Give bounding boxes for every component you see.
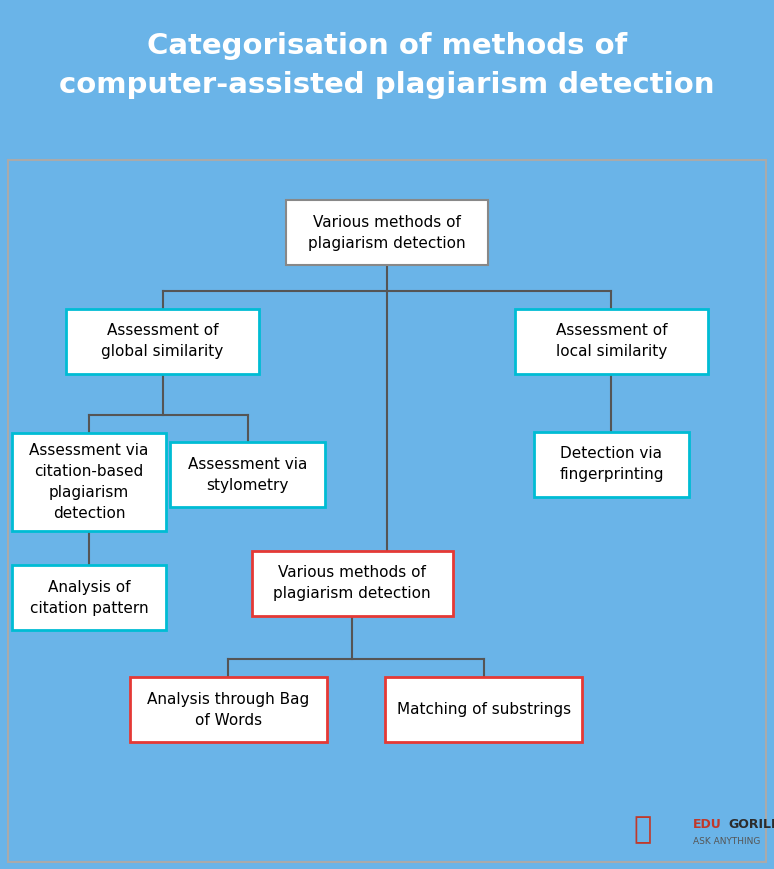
Text: GORILLA: GORILLA xyxy=(728,818,774,831)
Text: Categorisation of methods of
computer-assisted plagiarism detection: Categorisation of methods of computer-as… xyxy=(60,32,714,99)
Text: ASK ANYTHING: ASK ANYTHING xyxy=(693,837,760,846)
Text: Detection via
fingerprinting: Detection via fingerprinting xyxy=(559,446,664,482)
Text: Various methods of
plagiarism detection: Various methods of plagiarism detection xyxy=(308,215,466,251)
FancyBboxPatch shape xyxy=(385,678,582,742)
Text: 🦍: 🦍 xyxy=(633,815,652,844)
FancyBboxPatch shape xyxy=(286,200,488,265)
FancyBboxPatch shape xyxy=(66,308,259,374)
Text: Analysis through Bag
of Words: Analysis through Bag of Words xyxy=(147,692,310,728)
FancyBboxPatch shape xyxy=(515,308,708,374)
Text: Analysis of
citation pattern: Analysis of citation pattern xyxy=(29,580,149,616)
FancyBboxPatch shape xyxy=(252,551,453,616)
Text: Various methods of
plagiarism detection: Various methods of plagiarism detection xyxy=(273,566,431,601)
FancyBboxPatch shape xyxy=(129,678,327,742)
Text: EDU: EDU xyxy=(693,818,721,831)
Text: Assessment of
global similarity: Assessment of global similarity xyxy=(101,323,224,359)
FancyBboxPatch shape xyxy=(170,442,325,507)
Text: Assessment via
citation-based
plagiarism
detection: Assessment via citation-based plagiarism… xyxy=(29,443,149,521)
FancyBboxPatch shape xyxy=(12,434,166,531)
Text: Assessment via
stylometry: Assessment via stylometry xyxy=(188,457,307,493)
FancyBboxPatch shape xyxy=(534,432,689,497)
Text: Matching of substrings: Matching of substrings xyxy=(397,702,570,718)
FancyBboxPatch shape xyxy=(12,566,166,630)
Text: Assessment of
local similarity: Assessment of local similarity xyxy=(556,323,667,359)
